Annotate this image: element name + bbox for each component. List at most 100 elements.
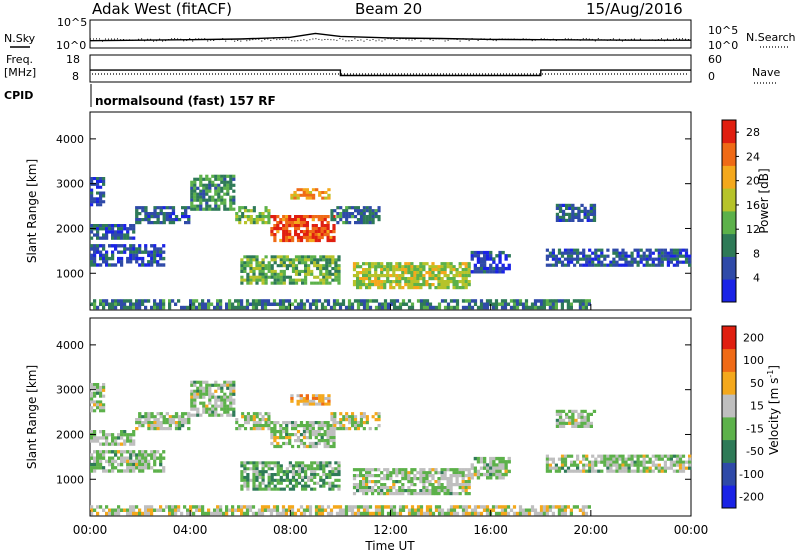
heatmap-cell bbox=[261, 424, 265, 428]
heatmap-cell bbox=[461, 477, 465, 481]
heatmap-cell bbox=[135, 209, 139, 213]
heatmap-cell bbox=[288, 433, 292, 437]
heatmap-cell bbox=[308, 399, 313, 403]
heatmap-cell bbox=[223, 380, 227, 384]
heatmap-cell bbox=[392, 505, 397, 509]
heatmap-cell bbox=[90, 302, 94, 306]
heatmap-cell bbox=[279, 433, 283, 437]
heatmap-cell bbox=[389, 265, 393, 269]
heatmap-cell bbox=[548, 508, 552, 512]
heatmap-cell bbox=[249, 218, 253, 222]
heatmap-cell bbox=[489, 263, 493, 268]
heatmap-cell bbox=[120, 263, 124, 267]
heatmap-cell bbox=[440, 477, 444, 481]
heatmap-cell bbox=[548, 251, 552, 255]
heatmap-cell bbox=[322, 467, 326, 471]
heatmap-cell bbox=[354, 415, 358, 419]
heatmap-cell bbox=[326, 424, 330, 428]
heatmap-cell bbox=[291, 467, 296, 471]
heatmap-cell bbox=[229, 386, 233, 390]
heatmap-cell bbox=[587, 299, 591, 303]
heatmap-cell bbox=[147, 260, 151, 264]
heatmap-cell bbox=[383, 283, 387, 287]
heatmap-cell bbox=[485, 505, 490, 509]
heatmap-cell bbox=[123, 442, 127, 446]
heatmap-cell bbox=[515, 302, 520, 306]
heatmap-cell bbox=[261, 473, 265, 477]
heatmap-cell bbox=[419, 268, 423, 272]
heatmap-cell bbox=[205, 204, 209, 208]
heatmap-cell bbox=[141, 459, 145, 464]
heatmap-cell bbox=[336, 421, 340, 425]
heatmap-cell bbox=[359, 212, 363, 216]
heatmap-cell bbox=[202, 189, 206, 193]
heatmap-cell bbox=[288, 461, 292, 465]
heatmap-cell bbox=[279, 481, 283, 485]
heatmap-cell bbox=[377, 215, 381, 219]
heatmap-cell bbox=[455, 505, 460, 509]
heatmap-cell bbox=[386, 265, 390, 269]
heatmap-cell bbox=[648, 257, 652, 261]
heatmap-cell bbox=[217, 189, 221, 193]
heatmap-cell bbox=[272, 508, 277, 512]
heatmap-cell bbox=[307, 272, 311, 276]
heatmap-cell bbox=[120, 236, 124, 240]
heatmap-cell bbox=[261, 264, 265, 268]
heatmap-cell bbox=[234, 508, 238, 512]
heatmap-cell bbox=[470, 466, 474, 470]
heatmap-cell bbox=[554, 466, 558, 470]
heatmap-cell bbox=[90, 511, 94, 516]
heatmap-cell bbox=[193, 398, 197, 402]
nsearch-point bbox=[405, 38, 407, 40]
nsearch-point bbox=[105, 38, 106, 40]
nsearch-point bbox=[513, 38, 515, 40]
heatmap-cell bbox=[651, 460, 655, 464]
heatmap-cell bbox=[270, 436, 274, 440]
heatmap-cell bbox=[307, 478, 311, 482]
heatmap-cell bbox=[237, 302, 241, 306]
heatmap-cell bbox=[600, 457, 604, 461]
heatmap-cell bbox=[93, 462, 97, 467]
heatmap-cell bbox=[294, 278, 299, 282]
heatmap-cell bbox=[211, 183, 215, 187]
heatmap-cell bbox=[96, 466, 100, 470]
heatmap-cell bbox=[299, 193, 303, 197]
heatmap-cell bbox=[180, 511, 184, 516]
heatmap-cell bbox=[291, 261, 296, 265]
heatmap-cell bbox=[530, 302, 535, 306]
heatmap-cell bbox=[168, 418, 172, 422]
heatmap-cell bbox=[328, 481, 332, 485]
heatmap-cell bbox=[356, 209, 360, 213]
heatmap-cell bbox=[314, 224, 318, 228]
nsearch-point bbox=[688, 39, 689, 40]
heatmap-cell bbox=[380, 505, 385, 509]
heatmap-cell bbox=[246, 418, 250, 422]
heatmap-cell bbox=[132, 450, 136, 454]
heatmap-cell bbox=[90, 439, 94, 443]
heatmap-cell bbox=[591, 251, 595, 255]
heatmap-cell bbox=[688, 460, 692, 464]
heatmap-cell bbox=[181, 421, 185, 425]
heatmap-cell bbox=[297, 272, 302, 276]
heatmap-cell bbox=[395, 280, 399, 284]
heatmap-cell bbox=[392, 299, 397, 303]
nsearch-point bbox=[685, 38, 686, 40]
heatmap-cell bbox=[386, 268, 390, 272]
heatmap-cell bbox=[99, 224, 103, 228]
heatmap-cell bbox=[96, 436, 100, 440]
heatmap-cell bbox=[255, 421, 259, 425]
heatmap-cell bbox=[452, 483, 456, 487]
heatmap-cell bbox=[359, 486, 363, 490]
heatmap-cell bbox=[498, 476, 502, 480]
heatmap-cell bbox=[249, 461, 253, 465]
heatmap-cell bbox=[633, 454, 637, 458]
heatmap-cell bbox=[558, 218, 563, 222]
heatmap-cell bbox=[515, 511, 520, 516]
heatmap-cell bbox=[117, 224, 121, 228]
heatmap-cell bbox=[377, 305, 382, 310]
heatmap-cell bbox=[612, 457, 616, 461]
heatmap-cell bbox=[150, 505, 154, 509]
heatmap-cell bbox=[238, 427, 242, 431]
heatmap-cell bbox=[294, 218, 298, 222]
heatmap-cell bbox=[407, 299, 412, 303]
